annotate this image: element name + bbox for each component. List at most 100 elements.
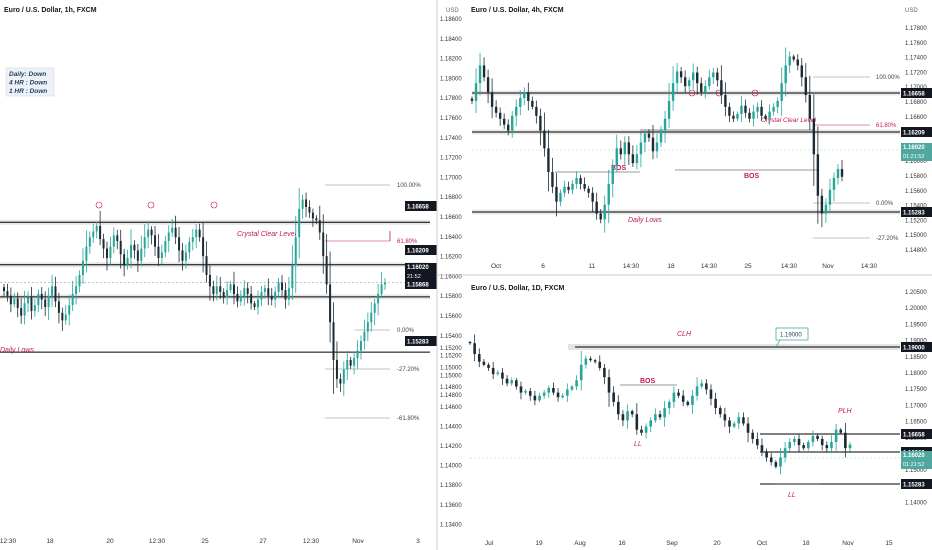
candle-1d-candle xyxy=(667,401,671,409)
level-tag-label: 1.15283 xyxy=(903,211,925,217)
high-marker xyxy=(688,89,696,97)
price-tag-label: 1.16020 xyxy=(903,145,925,151)
panel-1h-chart[interactable]: Euro / U.S. Dollar, 1h, FXCM Daily: Down 4… xyxy=(0,7,461,545)
candle-1h-candle xyxy=(205,256,208,275)
y-tick-label: 1.16800 xyxy=(440,195,462,201)
y-tick-label-right: 1.17200 xyxy=(905,70,927,76)
y-tick-label-right: 1.15000 xyxy=(905,233,927,239)
level-tag-label: 1.19000 xyxy=(903,346,925,352)
candle-1h-candle xyxy=(171,227,174,233)
candle-4h-candle xyxy=(494,106,498,113)
fib-label: -27.20% xyxy=(876,236,899,242)
candle-1h-candle xyxy=(277,282,280,292)
candle-4h-candle xyxy=(490,92,494,107)
fib-label: 100.00% xyxy=(876,75,900,81)
candle-4h-candle xyxy=(800,65,803,78)
level-tag-label: 1.16209 xyxy=(903,131,925,137)
candle-1h-candle xyxy=(157,246,160,258)
chart-title: Euro / U.S. Dollar, 1D, FXCM xyxy=(471,285,565,292)
candle-4h-candle xyxy=(792,56,795,60)
candle-1h-candle xyxy=(332,322,335,360)
candle-1d-candle xyxy=(774,462,778,467)
bias-box-line: Daily: Down xyxy=(9,71,46,78)
candle-4h-candle xyxy=(607,183,610,205)
candle-4h-candle xyxy=(655,142,659,152)
candle-1h-candle xyxy=(315,218,318,221)
candle-1d-candle xyxy=(649,420,653,427)
level-tag-bg xyxy=(901,207,932,217)
price-tag-sublabel: 01:21:52 xyxy=(903,154,924,160)
candle-4h-candle xyxy=(595,201,598,214)
candle-4h-candle xyxy=(732,115,735,119)
candle-1d-candle xyxy=(603,367,606,378)
candle-1h-candle xyxy=(246,288,249,294)
candle-1d-candle xyxy=(579,364,583,381)
candle-1d-candle xyxy=(769,457,773,463)
candle-1d-candle xyxy=(802,445,805,449)
y-tick-label: 1.13800 xyxy=(440,483,462,489)
y-tick-label: 1.15800 xyxy=(440,294,462,300)
axis-unit-left: USD xyxy=(446,8,459,14)
y-tick-label: 1.14000 xyxy=(440,464,462,470)
candle-1h-candle xyxy=(191,237,194,242)
candle-4h-candle xyxy=(555,186,558,202)
y-tick-label: 1.16200 xyxy=(440,255,462,261)
axis-unit: USD xyxy=(905,8,918,14)
candle-1h-candle xyxy=(99,225,102,240)
level-tag-label: 1.16658 xyxy=(903,92,925,98)
candle-4h-candle xyxy=(611,166,614,184)
candle-1h-candle xyxy=(359,341,362,351)
x-tick-label: Nov xyxy=(822,263,834,270)
candle-1d-candle xyxy=(677,392,680,396)
x-tick-label: Oct xyxy=(757,540,767,547)
y-tick-label-right: 1.17400 xyxy=(905,56,927,62)
candle-1d-candle xyxy=(510,380,514,384)
candle-1h-candle xyxy=(51,286,54,296)
candle-1h-candle xyxy=(202,237,205,257)
candle-1d-candle xyxy=(658,414,662,418)
candle-1d-candle xyxy=(528,391,532,396)
candle-1d-candle xyxy=(635,414,639,430)
y-tick-label: 1.18400 xyxy=(440,37,462,43)
candle-1h-candle xyxy=(226,290,229,298)
y-tick-label-right: 1.15200 xyxy=(905,218,927,224)
candle-1d-candle xyxy=(501,372,504,379)
y-tick-label-right: 1.19000 xyxy=(905,339,927,345)
x-tick-label: 20 xyxy=(106,538,114,545)
price-tag-bg xyxy=(405,263,437,281)
y-tick-label: 1.16000 xyxy=(440,274,462,280)
candle-4h-candle xyxy=(752,111,755,119)
y-tick-label: 1.15400 xyxy=(440,334,462,340)
level-tag-bg xyxy=(901,342,932,352)
candle-4h-candle xyxy=(583,183,586,189)
callout-label: 1.19000 xyxy=(780,333,802,339)
candle-4h-candle xyxy=(796,59,799,66)
candle-1h-candle xyxy=(274,292,277,300)
level-1h-tag-label: 1.16658 xyxy=(438,221,460,227)
x-tick-label: 18 xyxy=(46,538,54,545)
candle-4h-candle xyxy=(675,71,679,84)
panel-1d-chart[interactable]: Euro / U.S. Dollar, 1D, FXCM 1.15200 1.150… xyxy=(440,285,932,547)
candle-1h-candle xyxy=(366,322,369,332)
candle-1h-candle xyxy=(88,237,91,247)
candle-1h-candle xyxy=(260,292,263,300)
candle-4h-candle xyxy=(804,77,808,96)
candle-4h-candle xyxy=(772,106,775,112)
level-tag-bg xyxy=(405,336,437,346)
chart-title: Euro / U.S. Dollar, 1h, FXCM xyxy=(4,7,97,14)
candle-1h-candle xyxy=(37,293,40,306)
level-tag-bg xyxy=(901,479,932,489)
level-tag-bg xyxy=(405,245,437,255)
candle-4h-candle xyxy=(547,148,550,173)
candle-1h-candle xyxy=(33,305,36,311)
panel-4h-chart[interactable]: Euro / U.S. Dollar, 4h, FXCM USD USD 1.1860… xyxy=(440,7,932,399)
y-tick-label-right: 1.18500 xyxy=(905,355,927,361)
candle-1h-candle xyxy=(27,297,30,304)
x-tick-label: 3 xyxy=(416,538,420,545)
candle-1d-candle xyxy=(709,389,713,399)
price-tag-sublabel: 01:21:52 xyxy=(903,462,924,468)
x-tick-label: Nov xyxy=(352,538,364,545)
candle-1d-candle xyxy=(598,361,602,368)
fib-label: 0.00% xyxy=(397,328,415,334)
candle-1h-candle xyxy=(311,212,314,219)
